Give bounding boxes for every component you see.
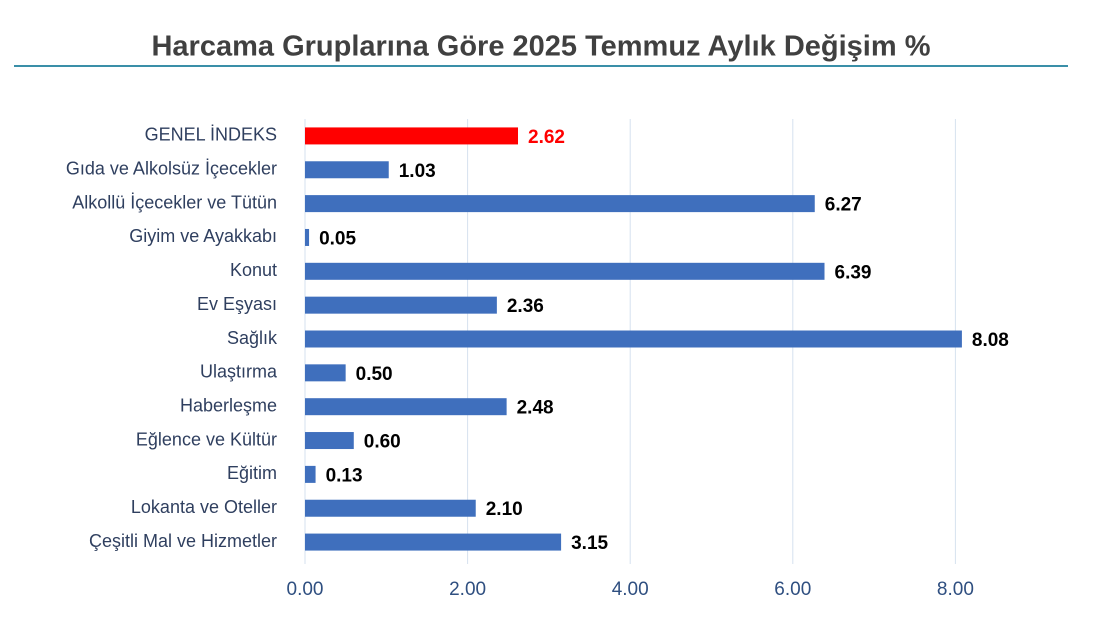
x-tick-label: 2.00 bbox=[449, 579, 486, 600]
bar bbox=[305, 127, 519, 145]
value-label: 6.27 bbox=[825, 195, 862, 216]
bar bbox=[305, 465, 316, 483]
value-label: 0.60 bbox=[364, 432, 401, 453]
bar bbox=[305, 330, 962, 348]
bar bbox=[305, 195, 815, 213]
bar bbox=[305, 499, 476, 517]
value-label: 8.08 bbox=[972, 330, 1009, 351]
category-label: Haberleşme bbox=[180, 395, 277, 415]
category-label: GENEL İNDEKS bbox=[145, 125, 277, 145]
category-label: Giyim ve Ayakkabı bbox=[129, 226, 277, 246]
category-label: Alkollü İçecekler ve Tütün bbox=[72, 192, 277, 212]
bar bbox=[305, 161, 389, 179]
category-label: Eğlence ve Kültür bbox=[136, 429, 277, 449]
category-label: Lokanta ve Oteller bbox=[131, 497, 277, 517]
value-label: 0.13 bbox=[326, 465, 363, 486]
bar bbox=[305, 296, 497, 314]
value-label: 2.36 bbox=[507, 296, 544, 317]
x-tick-label: 4.00 bbox=[612, 579, 649, 600]
bar bbox=[305, 398, 507, 416]
value-label: 2.48 bbox=[517, 398, 554, 419]
x-tick-label: 0.00 bbox=[287, 579, 324, 600]
value-label: 0.50 bbox=[356, 364, 393, 385]
category-label: Eğitim bbox=[227, 463, 277, 483]
category-label: Sağlık bbox=[227, 328, 278, 348]
bar bbox=[305, 262, 825, 280]
bar bbox=[305, 432, 354, 450]
value-label: 2.62 bbox=[528, 127, 565, 148]
category-label: Konut bbox=[230, 260, 277, 280]
value-label: 3.15 bbox=[571, 533, 608, 554]
value-label: 6.39 bbox=[835, 262, 872, 283]
category-label: Ulaştırma bbox=[200, 362, 278, 382]
bar bbox=[305, 228, 310, 246]
chart-title: Harcama Gruplarına Göre 2025 Temmuz Aylı… bbox=[151, 31, 930, 63]
category-label: Çeşitli Mal ve Hizmetler bbox=[89, 531, 277, 551]
bar bbox=[305, 533, 562, 551]
x-tick-label: 8.00 bbox=[937, 579, 974, 600]
value-label: 0.05 bbox=[319, 228, 356, 249]
category-label: Ev Eşyası bbox=[197, 294, 277, 314]
x-tick-label: 6.00 bbox=[774, 579, 811, 600]
value-label: 2.10 bbox=[486, 499, 523, 520]
category-label: Gıda ve Alkolsüz İçecekler bbox=[66, 159, 277, 179]
bar bbox=[305, 364, 346, 382]
value-label: 1.03 bbox=[399, 161, 436, 182]
